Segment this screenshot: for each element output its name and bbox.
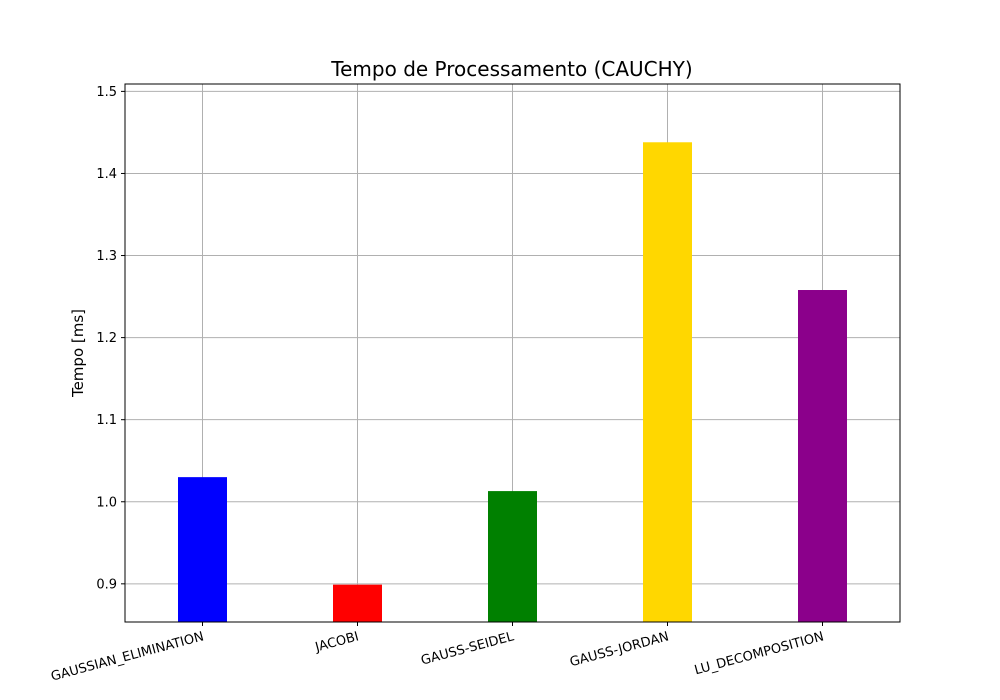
x-tick-label: JACOBI	[313, 629, 361, 655]
x-tick-label: GAUSS-JORDAN	[568, 629, 670, 670]
y-tick-label: 1.5	[96, 85, 117, 100]
y-axis-label: Tempo [ms]	[69, 309, 87, 398]
axis-ticks: 0.9 1.0 1.1 1.2 1.3 1.4 1.5 GAUSSIAN_ELIMINATIO…	[49, 85, 825, 685]
bars	[178, 142, 847, 622]
x-tick-label: LU_DECOMPOSITION	[693, 629, 826, 678]
bar-gaussian-elimination	[178, 477, 227, 622]
x-tick-label: GAUSS-SEIDEL	[419, 629, 516, 668]
y-tick-label: 1.4	[96, 167, 117, 182]
y-tick-label: 1.2	[96, 331, 117, 346]
y-tick-label: 0.9	[96, 577, 117, 592]
x-tick-label: GAUSSIAN_ELIMINATION	[49, 629, 205, 684]
bar-lu-decomposition	[798, 290, 847, 622]
chart-title: Tempo de Processamento (CAUCHY)	[330, 57, 692, 81]
plot-frame	[124, 83, 901, 623]
bar-gauss-jordan	[643, 142, 692, 622]
bar-gauss-seidel	[488, 491, 537, 622]
y-tick-label: 1.0	[96, 495, 117, 510]
bar-jacobi	[333, 584, 382, 622]
y-tick-label: 1.1	[96, 413, 117, 428]
y-tick-label: 1.3	[96, 249, 117, 264]
